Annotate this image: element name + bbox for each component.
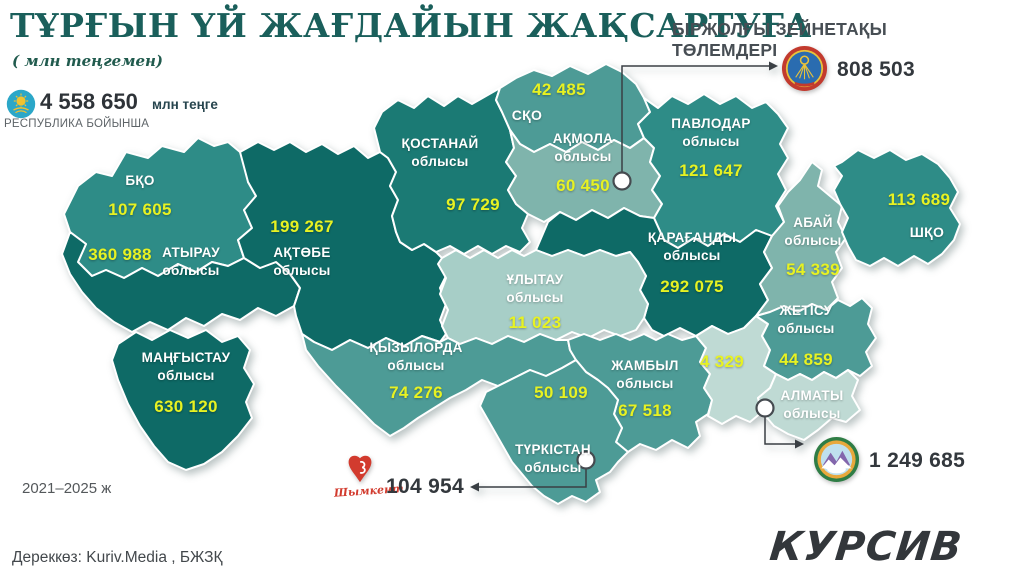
shymkent-marker-dot — [576, 450, 596, 470]
region-label-kostanay: ҚОСТАНАЙ облысы — [401, 136, 479, 169]
astana-value: 808 503 — [837, 58, 916, 81]
shymkent-value: 104 954 — [386, 475, 465, 498]
region-label-sko: СҚО — [511, 107, 543, 123]
shymkent-arrowhead-icon — [470, 482, 479, 492]
region-shape-abay — [755, 161, 847, 317]
region-label-ulytau: ҰЛЫТАУ облысы 11 023 — [506, 272, 564, 332]
almaty-emblem-icon — [813, 436, 860, 483]
region-value-kostanay: 97 729 — [446, 195, 500, 214]
source-label: Дереккөз: Kuriv.Media , БЖЗҚ — [12, 549, 223, 566]
region-label-almaty-obl: АЛМАТЫ облысы — [780, 388, 844, 421]
region-label-shko: ШҚО — [909, 224, 945, 240]
region-label-aktobe: 199 267 АҚТӨБЕ облысы — [270, 217, 334, 278]
region-label-turkistan: ТҮРКІСТАН облысы — [515, 442, 591, 475]
region-value-atyrau: 360 988 — [88, 245, 152, 264]
region-shape-zhetysu — [755, 297, 877, 381]
region-value-sko: 42 485 — [532, 80, 586, 99]
period-label: 2021–2025 ж — [22, 480, 112, 497]
region-label-akmola: АҚМОЛА облысы 60 450 — [552, 131, 614, 195]
astana-arrowhead-icon — [769, 61, 778, 71]
region-label-abay: АБАЙ облысы 54 339 — [784, 215, 842, 279]
page-title: ТҰРҒЫН ҮЙ ЖАҒДАЙЫН ЖАҚСАРТУҒА — [10, 6, 812, 45]
right-title: БІРЖОЛҒЫ ЗЕЙНЕТАҚЫ ТӨЛЕМДЕРІ — [672, 19, 888, 60]
shymkent-logo-icon — [348, 455, 372, 483]
region-label-bko: БҚО 107 605 — [108, 173, 172, 219]
astana-emblem-icon — [781, 45, 828, 92]
region-value-turkistan: 50 109 — [534, 383, 588, 402]
republic-total-unit: млн теңге — [152, 97, 218, 112]
region-shape-kostanay — [373, 87, 531, 255]
astana-marker-dot — [612, 171, 632, 191]
kursiv-wordmark: КУРСИВ — [767, 524, 965, 570]
region-label-zhetysu: ЖЕТІСУ облысы 44 859 — [777, 303, 835, 369]
region-shape-shko — [833, 149, 961, 267]
region-label-atyrau: АТЫРАУ облысы — [162, 245, 220, 278]
region-label-zhambyl: ЖАМБЫЛ облысы 67 518 — [611, 358, 679, 420]
region-value-shko: 113 689 — [887, 190, 951, 209]
page-subtitle: ( млн теңгемен) — [12, 52, 164, 70]
almaty-marker-dot — [755, 398, 775, 418]
region-value-almaty-obl: 4 329 — [699, 352, 745, 371]
republic-total-label: РЕСПУБЛИКА БОЙЫНША — [4, 118, 150, 130]
republic-total-value: 4 558 650 — [40, 89, 138, 114]
region-label-mangystau: МАҢҒЫСТАУ облысы 630 120 — [141, 350, 231, 416]
region-label-karagandy: ҚАРАҒАНДЫ облысы 292 075 — [647, 230, 737, 296]
almaty-value: 1 249 685 — [869, 449, 966, 472]
kazakhstan-flag-icon — [6, 89, 36, 119]
almaty-arrowhead-icon — [795, 439, 804, 449]
region-label-pavlodar: ПАВЛОДАР облысы 121 647 — [671, 116, 751, 180]
astana-connector-line — [621, 65, 769, 181]
region-shape-mangystau — [111, 329, 255, 471]
region-label-kyzylorda: ҚЫЗЫЛОРДА облысы 74 276 — [369, 340, 463, 402]
almaty-connector-line — [764, 408, 795, 445]
region-shape-aktobe — [237, 141, 449, 351]
